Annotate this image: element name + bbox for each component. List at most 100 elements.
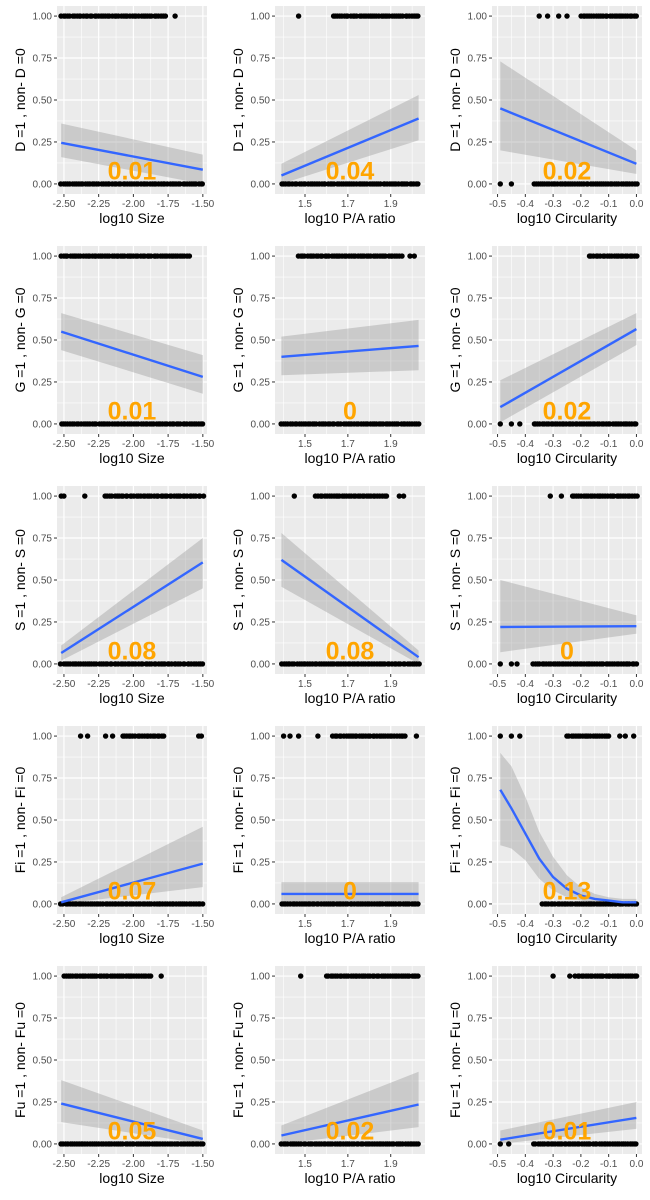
y-axis-title: G =1 , non- G =0 bbox=[230, 287, 246, 392]
x-tick-label: -0.4 bbox=[517, 199, 535, 210]
point-y1 bbox=[295, 13, 302, 19]
x-tick-label: 1.7 bbox=[341, 919, 355, 930]
point-y1 bbox=[396, 493, 402, 499]
y-tick-label: 0.25 bbox=[468, 377, 488, 388]
point-y1 bbox=[298, 973, 304, 979]
y-tick-label: 0.00 bbox=[33, 899, 53, 910]
panel-14: 0.01 0.00 0.25 0.50 0.75 1.00 -0.5 -0.4 -0.3 -0.2… bbox=[447, 966, 644, 1186]
point-y1 bbox=[536, 13, 542, 19]
y-tick-label: 0.75 bbox=[251, 774, 271, 785]
y-tick-label: 0.25 bbox=[468, 137, 488, 148]
x-tick-label: -2.50 bbox=[53, 919, 76, 930]
confidence-band bbox=[61, 826, 203, 904]
point-y1 bbox=[415, 973, 421, 979]
y-tick-label: 0.50 bbox=[468, 816, 488, 827]
x-tick-label: -0.3 bbox=[544, 679, 562, 690]
y-axis-title: Fi =1 , non- Fi =0 bbox=[230, 766, 246, 873]
confidence-band bbox=[281, 319, 419, 376]
x-tick-label: -1.75 bbox=[157, 919, 180, 930]
point-y1 bbox=[399, 253, 405, 259]
x-tick-label: -0.3 bbox=[544, 199, 562, 210]
y-tick-label: 0.75 bbox=[251, 294, 271, 305]
point-y1 bbox=[61, 493, 67, 499]
x-tick-label: -0.1 bbox=[600, 679, 618, 690]
point-y1 bbox=[186, 253, 193, 259]
point-y1 bbox=[558, 493, 565, 499]
y-tick-label: 0.50 bbox=[251, 96, 271, 107]
x-tick-label: -2.50 bbox=[53, 1159, 76, 1170]
fit-line bbox=[280, 558, 420, 659]
y-tick-label: 1.00 bbox=[33, 492, 53, 503]
x-tick-label: -2.00 bbox=[122, 1159, 145, 1170]
y-tick-label: 1.00 bbox=[251, 252, 271, 263]
x-tick-label: -1.75 bbox=[157, 1159, 180, 1170]
point-y1 bbox=[556, 13, 562, 19]
fit-line bbox=[500, 1116, 637, 1141]
point-y1 bbox=[198, 733, 205, 739]
x-axis-title: log10 Size bbox=[99, 930, 165, 946]
x-tick-label: -0.2 bbox=[572, 439, 590, 450]
x-tick-label: -0.5 bbox=[489, 1159, 507, 1170]
confidence-band bbox=[61, 1080, 203, 1144]
x-axis-title: log10 P/A ratio bbox=[304, 450, 395, 466]
y-tick-label: 0.00 bbox=[251, 659, 271, 670]
panel-0: 0.01 0.00 0.25 0.50 0.75 1.00 -2.50 -2.25 -2.00 -… bbox=[12, 6, 215, 226]
x-tick-label: 0.0 bbox=[629, 1159, 643, 1170]
x-tick-label: -1.50 bbox=[191, 919, 214, 930]
x-tick-label: -1.50 bbox=[191, 439, 214, 450]
point-y0 bbox=[506, 1141, 512, 1147]
x-tick-label: -0.3 bbox=[544, 439, 562, 450]
point-y1 bbox=[109, 733, 116, 739]
x-tick-label: -2.50 bbox=[53, 199, 76, 210]
y-tick-label: 1.00 bbox=[468, 12, 488, 23]
point-y1 bbox=[508, 733, 515, 739]
y-tick-label: 1.00 bbox=[468, 492, 488, 503]
y-tick-label: 0.50 bbox=[251, 576, 271, 587]
y-axis-title: Fi =1 , non- Fi =0 bbox=[447, 766, 463, 873]
fit-line bbox=[281, 1103, 419, 1137]
y-tick-label: 0.00 bbox=[468, 179, 488, 190]
x-tick-label: 1.9 bbox=[384, 1159, 398, 1170]
confidence-band bbox=[500, 752, 637, 904]
y-tick-label: 0.25 bbox=[251, 377, 271, 388]
point-y0 bbox=[634, 181, 640, 187]
point-y0 bbox=[497, 1141, 503, 1147]
point-y0 bbox=[139, 661, 146, 667]
y-tick-label: 0.75 bbox=[33, 774, 53, 785]
y-tick-label: 0.75 bbox=[468, 294, 488, 305]
y-tick-label: 0.50 bbox=[251, 1056, 271, 1067]
x-tick-label: -0.1 bbox=[600, 439, 618, 450]
y-tick-label: 0.50 bbox=[33, 1056, 53, 1067]
panel-6: 0.08 0.00 0.25 0.50 0.75 1.00 -2.50 -2.25 -2.00 -… bbox=[12, 486, 215, 706]
point-y1 bbox=[547, 493, 553, 499]
y-axis-title: D =1 , non- D =0 bbox=[230, 48, 246, 152]
y-tick-label: 0.00 bbox=[251, 899, 271, 910]
point-y1 bbox=[633, 973, 640, 979]
y-tick-label: 0.50 bbox=[468, 96, 488, 107]
x-axis-title: log10 Circularity bbox=[517, 930, 617, 946]
y-tick-label: 0.75 bbox=[33, 294, 53, 305]
fit-line bbox=[280, 117, 420, 177]
x-tick-label: -0.2 bbox=[572, 679, 590, 690]
point-y1 bbox=[295, 733, 302, 739]
point-y1 bbox=[497, 733, 503, 739]
y-axis-title: G =1 , non- G =0 bbox=[12, 287, 28, 392]
point-y1 bbox=[605, 733, 612, 739]
y-tick-label: 0.50 bbox=[251, 336, 271, 347]
x-axis-title: log10 Circularity bbox=[517, 1170, 617, 1186]
y-tick-label: 0.50 bbox=[468, 576, 488, 587]
x-tick-label: -2.00 bbox=[122, 439, 145, 450]
point-y0 bbox=[200, 901, 206, 907]
point-y1 bbox=[200, 493, 207, 499]
x-tick-label: 0.0 bbox=[629, 679, 643, 690]
y-axis-title: Fu =1 , non- Fu =0 bbox=[447, 1002, 463, 1118]
y-tick-label: 0.50 bbox=[33, 576, 53, 587]
x-tick-label: -0.5 bbox=[489, 919, 507, 930]
x-tick-label: 1.9 bbox=[384, 199, 398, 210]
r2-annotation: 0.02 bbox=[326, 1118, 375, 1146]
x-tick-label: -1.75 bbox=[157, 679, 180, 690]
point-y1 bbox=[517, 733, 523, 739]
x-axis-title: log10 Circularity bbox=[517, 690, 617, 706]
point-y0 bbox=[633, 661, 640, 667]
x-tick-label: 1.7 bbox=[341, 199, 355, 210]
